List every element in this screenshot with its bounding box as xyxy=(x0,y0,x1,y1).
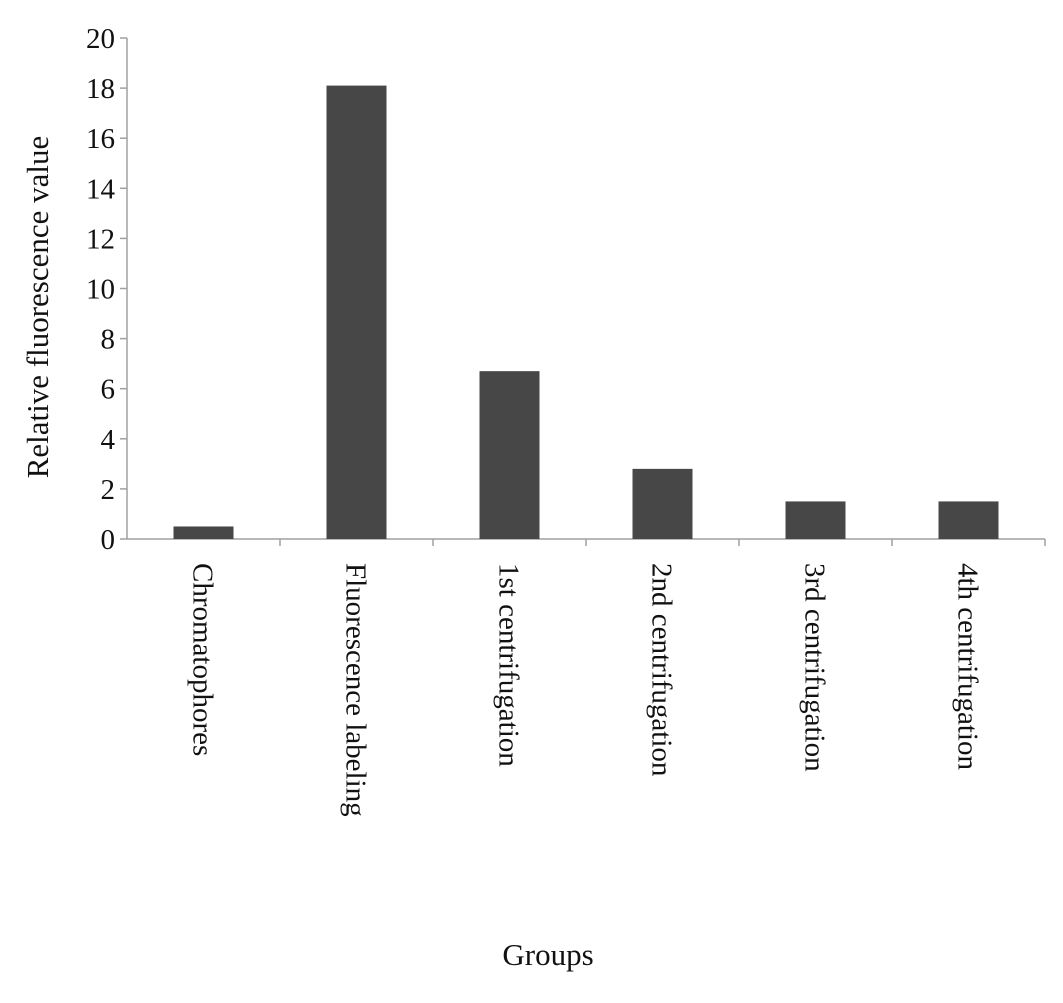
y-tick-labels: 0 2 4 6 8 10 12 14 16 18 20 xyxy=(86,23,116,556)
x-tick-label: 3rd centrifugation xyxy=(799,563,831,772)
y-tick-label: 12 xyxy=(86,223,115,255)
y-tick-label: 8 xyxy=(101,324,116,356)
x-tick-label: 1st centrifugation xyxy=(493,563,525,767)
x-tick-label: 4th centrifugation xyxy=(952,563,984,770)
y-tick-label: 14 xyxy=(86,173,116,205)
y-tick-label: 20 xyxy=(86,23,115,55)
y-tick-label: 4 xyxy=(101,424,116,456)
x-axis-label: Groups xyxy=(502,937,593,972)
bar xyxy=(173,526,234,539)
y-tick-label: 2 xyxy=(101,474,116,506)
bar xyxy=(632,468,693,539)
bar xyxy=(479,371,540,539)
y-tick-label: 6 xyxy=(101,374,116,406)
y-axis-label: Relative fluorescence value xyxy=(20,136,55,479)
x-tick-labels: Chromatophores Fluorescence labeling 1st c… xyxy=(187,563,984,817)
y-tick-label: 16 xyxy=(86,123,115,155)
y-tick-label: 0 xyxy=(101,524,116,556)
bar xyxy=(326,85,387,539)
x-tick-label: 2nd centrifugation xyxy=(646,563,678,777)
bar xyxy=(785,501,846,539)
axes-layer xyxy=(120,37,1046,546)
bars-layer xyxy=(173,85,999,539)
y-tick-label: 18 xyxy=(86,73,115,105)
bar xyxy=(938,501,999,539)
x-tick-label: Chromatophores xyxy=(187,563,219,756)
x-tick-label: Fluorescence labeling xyxy=(340,563,372,817)
y-tick-label: 10 xyxy=(86,274,115,306)
